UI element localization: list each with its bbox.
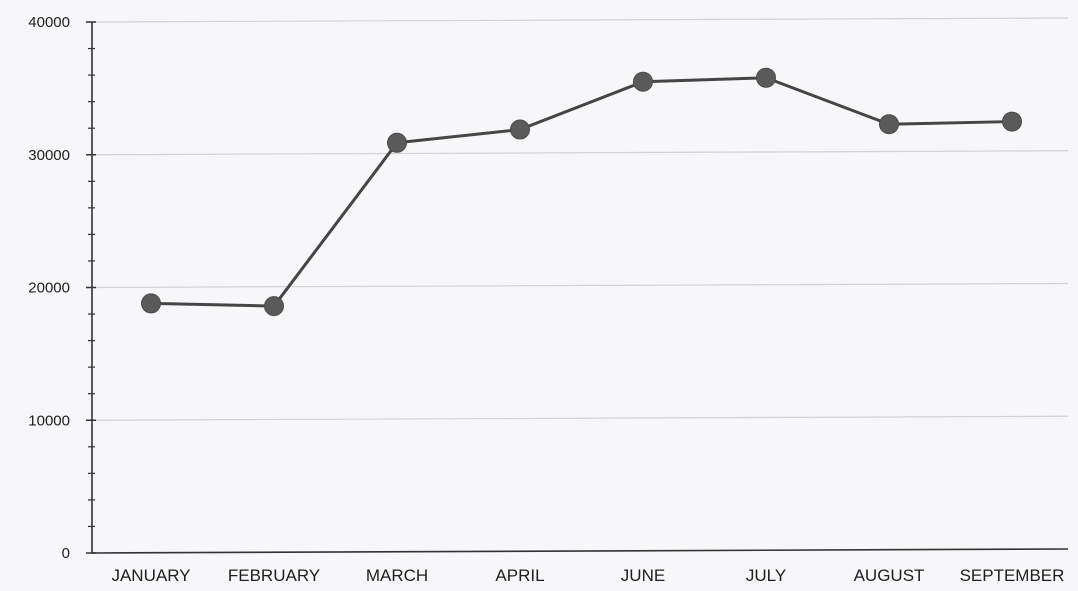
data-points [141,67,1022,317]
x-tick-label: JANUARY [111,566,190,585]
gridline [91,150,1069,156]
y-tick-label: 40000 [28,14,70,31]
y-tick-label: 10000 [28,412,70,429]
axes [86,21,1069,554]
axis-labels: 0 10000 20000 30000 40000 JANUARY FEBRUARY MARC… [28,14,1064,585]
y-tick-label: 0 [62,545,70,562]
data-point [879,114,899,135]
data-point [633,71,653,92]
x-tick-label: APRIL [495,566,544,585]
data-point [756,67,776,88]
series-line [150,76,1013,308]
x-tick-label: FEBRUARY [228,566,320,585]
gridline [91,282,1069,289]
x-tick-label: AUGUST [854,566,925,585]
x-axis-line [91,548,1069,554]
y-tick-label: 30000 [28,147,70,164]
data-point [141,293,161,314]
x-tick-label: JULY [746,566,786,585]
series-line [150,76,1013,308]
data-point [1002,111,1022,132]
x-tick-label: MARCH [366,566,428,585]
gridline [91,415,1069,421]
data-point [264,296,284,317]
gridline [91,17,1069,23]
data-point [387,132,407,153]
gridlines [91,17,1069,421]
x-tick-label: JUNE [621,566,665,585]
x-tick-label: SEPTEMBER [960,566,1065,585]
data-point [510,119,530,140]
y-tick-label: 20000 [28,280,70,297]
